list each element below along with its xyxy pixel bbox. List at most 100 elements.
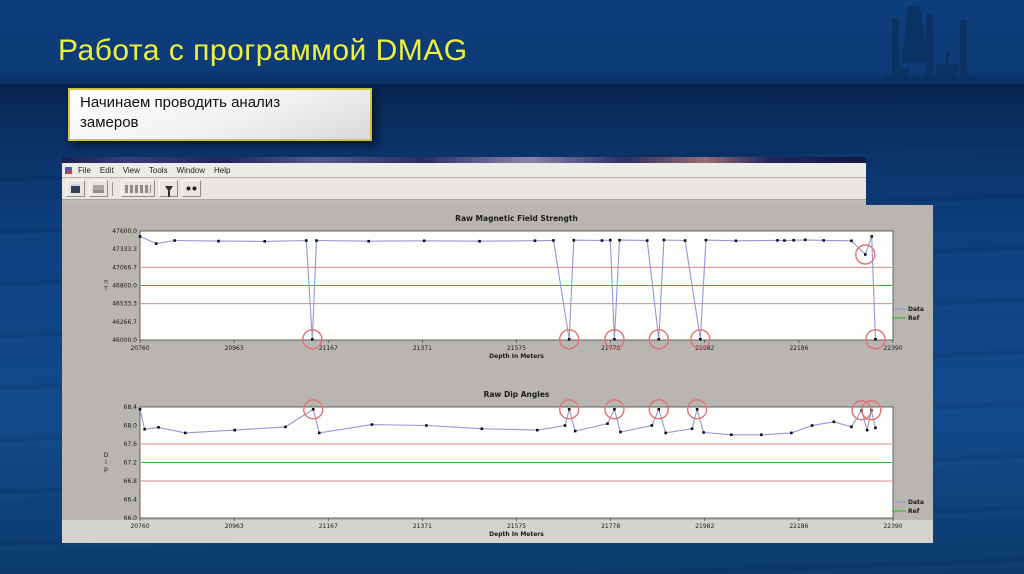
data-point	[138, 235, 142, 238]
anomaly-circle	[648, 399, 669, 420]
data-point	[803, 238, 807, 242]
anomaly-circle	[604, 399, 625, 420]
data-point	[311, 338, 314, 341]
app-window-charts-area: Raw Magnetic Field Strength 47600.0 47333.…	[62, 205, 933, 543]
y-tick-label: 66.0	[124, 515, 138, 522]
anomaly-circle	[604, 329, 625, 350]
data-series-line	[139, 407, 876, 436]
y-tick-label: 68.4	[124, 404, 138, 411]
legend-entry: Data	[908, 499, 924, 506]
data-point	[311, 408, 315, 411]
data-point	[138, 408, 142, 411]
data-point	[143, 427, 146, 431]
x-tick-label: 22186	[789, 523, 808, 530]
anomaly-circle	[690, 329, 711, 350]
data-point	[422, 239, 426, 243]
data-point	[657, 408, 661, 411]
y-tick-label: 46533.3	[112, 301, 137, 308]
x-tick-label: 21371	[413, 345, 432, 352]
app-icon	[65, 166, 72, 174]
callout-box: Начинаем проводить анализ замеров	[68, 88, 372, 141]
save-button[interactable]	[66, 180, 85, 197]
data-point	[608, 238, 612, 242]
options-button[interactable]	[121, 180, 155, 197]
data-point	[850, 239, 853, 243]
y-tick-label: 68.0	[124, 423, 138, 430]
anomaly-circle	[558, 399, 580, 420]
data-point	[776, 239, 779, 242]
data-point	[157, 426, 160, 429]
x-axis-label: Depth In Meters	[489, 353, 544, 360]
data-point	[619, 430, 622, 434]
data-point	[567, 408, 571, 411]
anomaly-circle	[851, 400, 872, 421]
data-point	[535, 428, 539, 432]
data-point	[657, 338, 661, 341]
anomaly-circle	[855, 244, 876, 265]
x-tick-label: 21575	[507, 345, 526, 352]
y-axis-label: D	[104, 452, 109, 459]
filter-icon	[164, 185, 173, 197]
data-point	[870, 235, 874, 238]
y-axis-label: n	[104, 279, 108, 286]
y-axis-label: T	[103, 286, 108, 293]
y-tick-label: 46000.0	[112, 337, 137, 344]
legend-entry: Data	[908, 306, 924, 313]
menu-bar-items: File Edit View Tools Window Help	[78, 166, 239, 175]
data-point	[567, 338, 571, 341]
y-tick-label: 67.2	[124, 460, 138, 467]
app-window-top: File Edit View Tools Window Help	[62, 157, 866, 205]
x-tick-label: 21575	[507, 523, 526, 530]
anomaly-circle	[558, 329, 580, 350]
data-point	[702, 431, 705, 434]
anomaly-circle	[302, 329, 323, 350]
data-point	[613, 408, 616, 411]
x-tick-label: 21982	[695, 523, 714, 530]
menu-item-file[interactable]: File	[78, 165, 91, 175]
anomaly-circle	[865, 329, 886, 350]
data-point	[850, 425, 853, 429]
find-button[interactable]	[182, 180, 201, 197]
y-tick-label: 47066.7	[112, 264, 137, 271]
menu-item-window[interactable]: Window	[176, 165, 206, 175]
data-point	[874, 426, 877, 430]
window-titlebar[interactable]	[62, 157, 866, 163]
data-point	[305, 239, 308, 242]
menu-bar: File Edit View Tools Window Help	[62, 163, 866, 178]
data-point	[217, 239, 220, 243]
print-button[interactable]	[89, 180, 108, 197]
data-point	[734, 239, 738, 243]
toolbar-separator	[112, 181, 113, 196]
y-tick-label: 46266.7	[112, 319, 137, 326]
chart-title: Raw Dip Angles	[484, 390, 550, 399]
x-tick-label: 20760	[130, 523, 149, 530]
x-tick-label: 21982	[695, 345, 714, 352]
menu-item-view[interactable]: View	[122, 165, 140, 175]
oil-rig-silhouette	[884, 6, 976, 128]
menu-item-help[interactable]: Help	[214, 165, 231, 175]
menu-item-tools[interactable]: Tools	[148, 165, 168, 175]
data-point	[367, 239, 370, 243]
options-icon	[125, 184, 151, 193]
legend-entry: Ref	[908, 508, 920, 515]
window-bottom-strip	[62, 520, 933, 543]
data-point	[650, 424, 654, 427]
data-point	[233, 428, 237, 432]
toolbar	[62, 178, 866, 200]
data-point	[370, 423, 374, 426]
data-point	[317, 431, 321, 435]
data-point	[790, 431, 793, 435]
chart-canvas: Raw Magnetic Field Strength 47600.0 47333.…	[103, 214, 924, 360]
data-point	[183, 431, 187, 435]
data-point	[865, 428, 869, 432]
data-point	[613, 338, 616, 341]
data-point	[263, 240, 267, 243]
y-tick-label: 67.6	[124, 441, 138, 448]
data-point	[315, 239, 318, 242]
menu-item-edit[interactable]: Edit	[99, 165, 114, 175]
filter-button[interactable]	[159, 180, 178, 197]
x-tick-label: 22186	[789, 345, 808, 352]
data-point	[760, 433, 763, 437]
y-axis-label: p	[104, 466, 108, 473]
y-tick-label: 66.4	[124, 497, 138, 504]
